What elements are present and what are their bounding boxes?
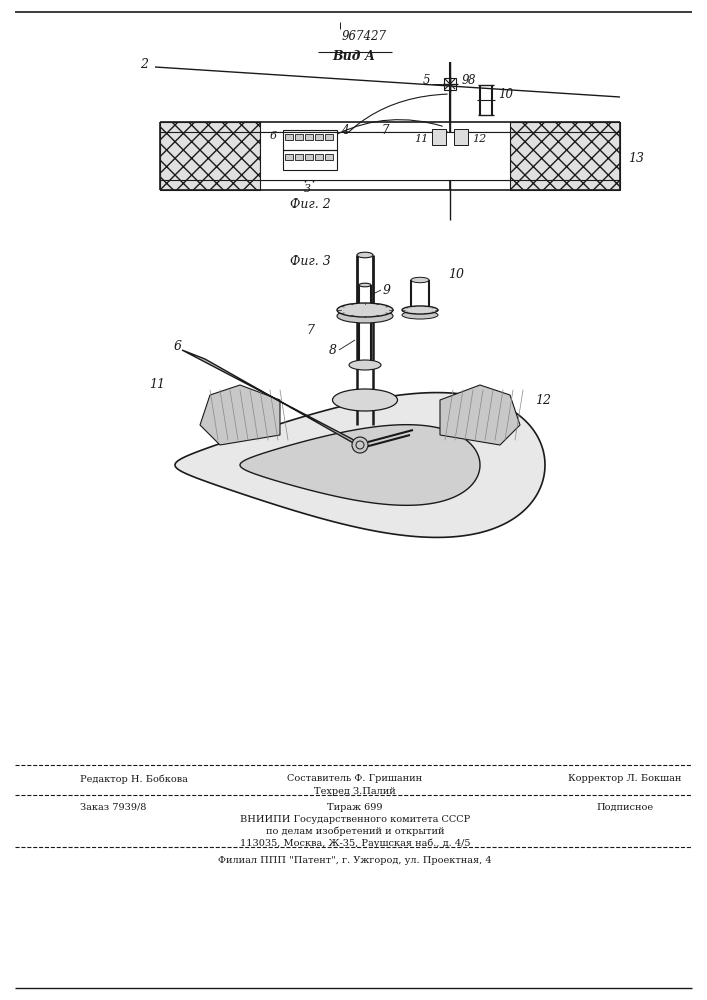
Ellipse shape <box>357 252 373 258</box>
Text: 13: 13 <box>628 151 644 164</box>
Text: 967427: 967427 <box>342 30 387 43</box>
Text: 11: 11 <box>149 378 165 391</box>
Text: 3: 3 <box>303 184 310 194</box>
Bar <box>325 154 333 160</box>
Ellipse shape <box>337 303 393 317</box>
Text: 4: 4 <box>341 123 349 136</box>
Bar <box>325 134 333 140</box>
Bar <box>454 129 468 145</box>
Text: 6: 6 <box>174 340 182 354</box>
Text: 6: 6 <box>270 131 277 141</box>
Text: Тираж 699: Тираж 699 <box>327 803 382 812</box>
FancyArrowPatch shape <box>313 94 448 180</box>
Bar <box>283 150 337 170</box>
Text: Корректор Л. Бокшан: Корректор Л. Бокшан <box>568 774 682 783</box>
Text: Заказ 7939/8: Заказ 7939/8 <box>80 803 146 812</box>
Polygon shape <box>175 393 545 537</box>
Text: Фиг. 2: Фиг. 2 <box>290 198 330 211</box>
Bar <box>432 129 446 145</box>
Text: 113035, Москва, Ж-35, Раушская наб., д. 4/5: 113035, Москва, Ж-35, Раушская наб., д. … <box>240 839 470 848</box>
Circle shape <box>352 437 368 453</box>
Text: 12: 12 <box>535 393 551 406</box>
Text: Редактор Н. Бобкова: Редактор Н. Бобкова <box>80 774 188 784</box>
Ellipse shape <box>359 283 371 287</box>
Text: Вид А: Вид А <box>332 50 375 63</box>
Ellipse shape <box>402 311 438 319</box>
Text: 7: 7 <box>381 123 389 136</box>
Text: Подписное: Подписное <box>597 803 653 812</box>
Text: 12: 12 <box>472 134 486 144</box>
Bar <box>260 132 510 180</box>
Bar <box>305 154 313 160</box>
Polygon shape <box>440 385 520 445</box>
Bar <box>510 122 620 190</box>
Bar <box>444 78 456 90</box>
Text: 11: 11 <box>414 134 428 144</box>
Bar <box>315 154 323 160</box>
Polygon shape <box>200 385 280 445</box>
Text: Техред З.Палий: Техред З.Палий <box>314 787 396 796</box>
Polygon shape <box>240 425 480 505</box>
Bar <box>285 154 293 160</box>
Ellipse shape <box>402 306 438 314</box>
Text: 10: 10 <box>498 89 513 102</box>
Text: Филиал ППП "Патент", г. Ужгород, ул. Проектная, 4: Филиал ППП "Патент", г. Ужгород, ул. Про… <box>218 856 492 865</box>
Ellipse shape <box>332 389 397 411</box>
Ellipse shape <box>411 277 429 283</box>
Ellipse shape <box>349 360 381 370</box>
Bar <box>285 134 293 140</box>
Text: 2: 2 <box>140 58 148 72</box>
Text: 5: 5 <box>423 75 430 88</box>
Bar <box>295 134 303 140</box>
Text: 10: 10 <box>448 268 464 282</box>
Text: ВНИИПИ Государственного комитета СССР: ВНИИПИ Государственного комитета СССР <box>240 815 470 824</box>
Text: 8: 8 <box>329 344 337 357</box>
Text: по делам изобретений и открытий: по делам изобретений и открытий <box>266 827 444 836</box>
Bar <box>315 134 323 140</box>
Bar <box>295 154 303 160</box>
Bar <box>283 130 337 150</box>
Text: Составитель Ф. Гришанин: Составитель Ф. Гришанин <box>288 774 423 783</box>
Text: 8: 8 <box>467 74 475 87</box>
Bar <box>160 122 260 190</box>
Text: 7: 7 <box>306 324 314 336</box>
Bar <box>305 134 313 140</box>
Text: Фиг. 3: Фиг. 3 <box>290 255 330 268</box>
Polygon shape <box>182 350 364 449</box>
Text: 9: 9 <box>462 75 469 88</box>
Ellipse shape <box>337 309 393 323</box>
Text: 9: 9 <box>383 284 391 296</box>
